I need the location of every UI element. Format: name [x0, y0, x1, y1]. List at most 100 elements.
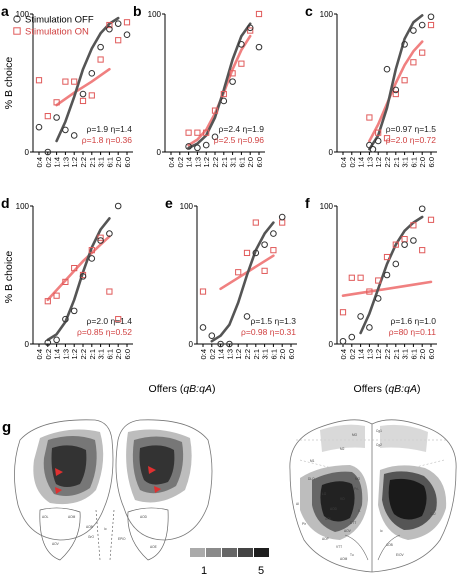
- on-point: [106, 21, 113, 29]
- svg-text:AOD: AOD: [140, 515, 148, 519]
- xlabel-row2: Offers (qB:qA): [354, 383, 421, 395]
- off-params: ρ=1.5 η=1.3: [251, 316, 297, 326]
- off-point: [106, 230, 113, 237]
- x-tick-label: 1:2: [202, 157, 211, 167]
- off-params: ρ=0.97 η=1.5: [386, 124, 436, 134]
- x-tick-label: 2:2: [79, 157, 88, 167]
- x-tick-label: 2:0: [246, 157, 255, 167]
- panel-label-a: a: [1, 3, 9, 19]
- off-point: [374, 137, 382, 145]
- colorbar-max-label: 5: [258, 565, 264, 577]
- svg-text:AOL: AOL: [325, 517, 332, 521]
- off-point: [88, 255, 96, 262]
- x-tick-label: 2:1: [392, 157, 401, 167]
- right-fill-top-b: [380, 424, 428, 452]
- off-point: [246, 24, 254, 32]
- x-tick-label: 2:0: [114, 349, 123, 359]
- off-fit-line: [55, 16, 120, 143]
- on-point: [211, 107, 219, 114]
- legend-off-label: Stimulation OFF: [25, 15, 94, 26]
- on-point: [392, 90, 399, 98]
- panel-f: f 100 0 0:4 0:2 1:4 1:3 1:2 2:2 2:1 3:1 6:1 2:0 6:0 ρ=…: [305, 195, 437, 359]
- off-point: [97, 237, 104, 244]
- off-point: [418, 205, 426, 213]
- off-point: [418, 21, 426, 29]
- svg-text:GrO: GrO: [88, 535, 95, 539]
- off-point: [35, 123, 43, 131]
- x-tick-label: 6:1: [105, 157, 114, 167]
- legend: Stimulation OFF Stimulation ON: [13, 15, 94, 38]
- on-point: [123, 19, 131, 26]
- x-tick-label: 2:1: [88, 157, 97, 167]
- x-tick-label: 2:1: [252, 349, 261, 359]
- ylabel-row1: % B choice: [3, 57, 15, 110]
- left-fill-dark-a: [51, 445, 87, 487]
- x-tick-label: 1:2: [70, 349, 79, 359]
- x-tick-label: 6:0: [427, 157, 436, 167]
- on-point: [427, 21, 435, 29]
- off-point: [226, 340, 233, 348]
- off-point: [53, 336, 60, 344]
- on-point: [97, 56, 104, 63]
- on-point: [53, 292, 60, 299]
- left-hemisphere-outline-a: [14, 419, 114, 541]
- on-point: [115, 37, 122, 44]
- x-tick-label: 2:0: [418, 349, 427, 359]
- x-tick-label: 1:3: [193, 157, 202, 167]
- off-point: [202, 141, 210, 149]
- svg-text:M1: M1: [310, 459, 315, 463]
- xlabel-italic-1: qB:qA: [183, 383, 212, 395]
- off-point: [199, 324, 207, 331]
- x-tick-label: 1:4: [217, 349, 226, 359]
- off-point: [374, 295, 382, 302]
- on-point: [366, 114, 373, 121]
- svg-text:Pir: Pir: [302, 522, 307, 526]
- xlabel-prefix-2: Offers (: [354, 383, 389, 395]
- y-tick-label: 0: [25, 340, 30, 349]
- x-tick-label: 2:0: [278, 349, 287, 359]
- panel-label-c: c: [305, 3, 313, 19]
- svg-text:LO: LO: [322, 492, 327, 496]
- right-brain-section: MO Cg1 Cg2 M2 M1 AI PrL MO VO LO DLO Tu …: [289, 419, 457, 573]
- off-point: [106, 25, 113, 33]
- on-point: [44, 113, 51, 120]
- on-point: [44, 298, 51, 305]
- off-point: [44, 339, 52, 346]
- panel-c: c 100 0 0:4 0:2 1:4 1:3 1:2 2:2 2:1 3:1 6:1 2:0 6:0 ρ=…: [305, 3, 437, 167]
- on-point: [71, 78, 78, 85]
- svg-text:lo: lo: [104, 527, 107, 531]
- x-tick-label: 0:2: [44, 157, 53, 167]
- xlabel-suffix-2: ): [417, 383, 421, 395]
- on-point: [203, 129, 210, 136]
- on-point: [270, 247, 277, 254]
- off-fit-line: [187, 22, 252, 150]
- off-point: [70, 132, 78, 139]
- x-tick-label: 1:4: [53, 157, 62, 167]
- stim-site-2-icon: [55, 487, 62, 494]
- x-tick-label: 2:2: [211, 157, 220, 167]
- off-point: [62, 315, 69, 323]
- off-point: [401, 241, 408, 248]
- on-point: [427, 216, 435, 223]
- on-point: [220, 90, 227, 98]
- on-point: [357, 274, 364, 281]
- on-point: [392, 241, 399, 248]
- svg-text:AOB: AOB: [386, 543, 393, 547]
- colorbar-min-label: 1: [201, 565, 207, 577]
- left-midline-dashes: [95, 509, 115, 561]
- on-params: ρ=0.85 η=0.52: [77, 327, 132, 337]
- panel-label-b: b: [133, 3, 142, 19]
- legend-off-marker: [13, 15, 21, 23]
- right-fill-dark-a: [320, 481, 355, 522]
- on-point: [235, 269, 242, 276]
- off-point: [278, 213, 286, 221]
- off-point: [270, 230, 277, 237]
- on-point: [62, 78, 69, 85]
- off-point: [401, 41, 408, 48]
- off-params: ρ=2.4 η=1.9: [219, 124, 265, 134]
- x-tick-label: 6:1: [269, 349, 278, 359]
- off-point: [217, 340, 224, 348]
- y-tick-label: 100: [320, 10, 334, 19]
- off-params: ρ=1.6 η=1.0: [391, 316, 437, 326]
